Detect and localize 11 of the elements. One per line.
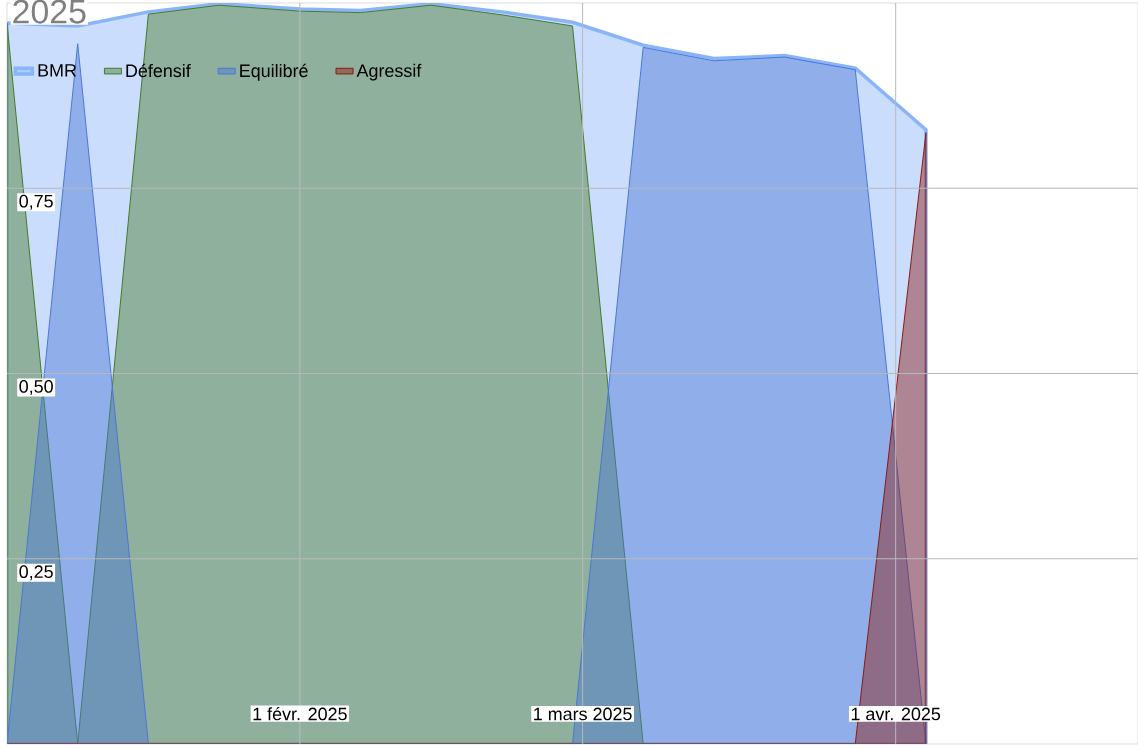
- x-tick-label: 1 avr. 2025: [851, 707, 941, 721]
- x-tick-label: 1 mars 2025: [534, 707, 632, 721]
- y-tick-label: 0,50: [19, 380, 53, 395]
- legend-label: Agressif: [356, 63, 422, 81]
- legend-label: Défensif: [126, 63, 191, 78]
- y-tick-label: 0,25: [19, 565, 53, 581]
- legend-label: BMR: [38, 64, 77, 77]
- y-tick-label: 0,75: [19, 194, 53, 210]
- x-tick-label: 1 févr. 2025: [253, 706, 347, 721]
- chart-title: 2025: [13, 0, 86, 24]
- legend-label: Equilibré: [240, 63, 308, 81]
